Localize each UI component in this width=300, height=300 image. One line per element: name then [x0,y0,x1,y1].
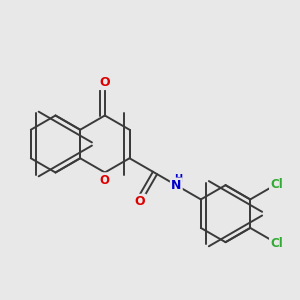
Text: N: N [171,179,181,192]
Text: Cl: Cl [270,178,283,191]
Text: H: H [174,174,182,184]
Text: Cl: Cl [270,237,283,250]
Text: O: O [135,195,146,208]
Text: O: O [100,173,110,187]
Text: O: O [100,76,110,89]
